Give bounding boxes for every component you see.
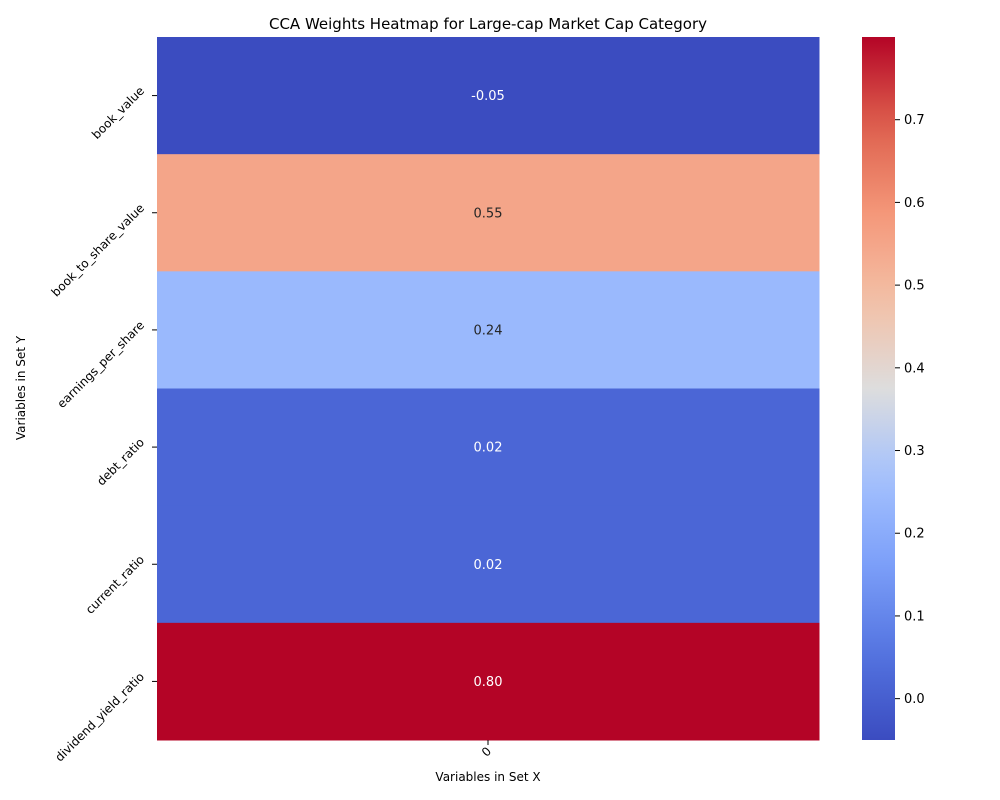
heatmap-cell	[157, 37, 820, 155]
heatmap-cell	[157, 154, 820, 272]
cell-value-label: 0.24	[474, 323, 503, 338]
y-tick-label: book_to_share_value	[49, 201, 148, 300]
x-axis-label: Variables in Set X	[435, 770, 540, 784]
colorbar-tick-label: 0.3	[904, 444, 925, 459]
colorbar-tick-label: 0.0	[904, 692, 925, 707]
colorbar-gradient	[862, 37, 895, 740]
chart-title: CCA Weights Heatmap for Large-cap Market…	[269, 15, 707, 33]
y-tick-label: debt_ratio	[94, 435, 147, 488]
heatmap-cell	[157, 388, 820, 507]
y-axis: book_value book_to_share_value earnings_pe…	[49, 84, 157, 765]
y-tick-label: dividend_yield_ratio	[52, 670, 147, 765]
y-tick-label: earnings_per_share	[54, 318, 147, 411]
colorbar-tick-label: 0.1	[904, 609, 925, 624]
heatmap-cell-labels: -0.05 0.55 0.24 0.02 0.02 0.80	[471, 89, 505, 690]
colorbar-tick-label: 0.6	[904, 196, 925, 211]
colorbar-tick-label: 0.7	[904, 113, 925, 128]
heatmap-cells	[157, 37, 820, 741]
cell-value-label: 0.02	[474, 441, 503, 456]
colorbar-tick-label: 0.5	[904, 279, 925, 294]
cell-value-label: 0.02	[474, 558, 503, 573]
x-tick-label: 0	[479, 744, 494, 759]
colorbar: 0.0 0.1 0.2 0.3 0.4 0.5 0.6 0.7	[862, 37, 925, 740]
cell-value-label: -0.05	[471, 89, 505, 104]
cell-value-label: 0.80	[474, 675, 503, 690]
x-axis: 0	[479, 740, 494, 760]
cell-value-label: 0.55	[474, 206, 503, 221]
heatmap-cell	[157, 271, 820, 389]
colorbar-tick-label: 0.2	[904, 527, 925, 542]
y-tick-label: current_ratio	[83, 552, 147, 616]
heatmap-cell	[157, 505, 820, 624]
y-tick-label: book_value	[89, 84, 147, 142]
colorbar-tick-label: 0.4	[904, 361, 925, 376]
y-axis-label: Variables in Set Y	[14, 335, 28, 440]
heatmap-cell	[157, 622, 820, 741]
